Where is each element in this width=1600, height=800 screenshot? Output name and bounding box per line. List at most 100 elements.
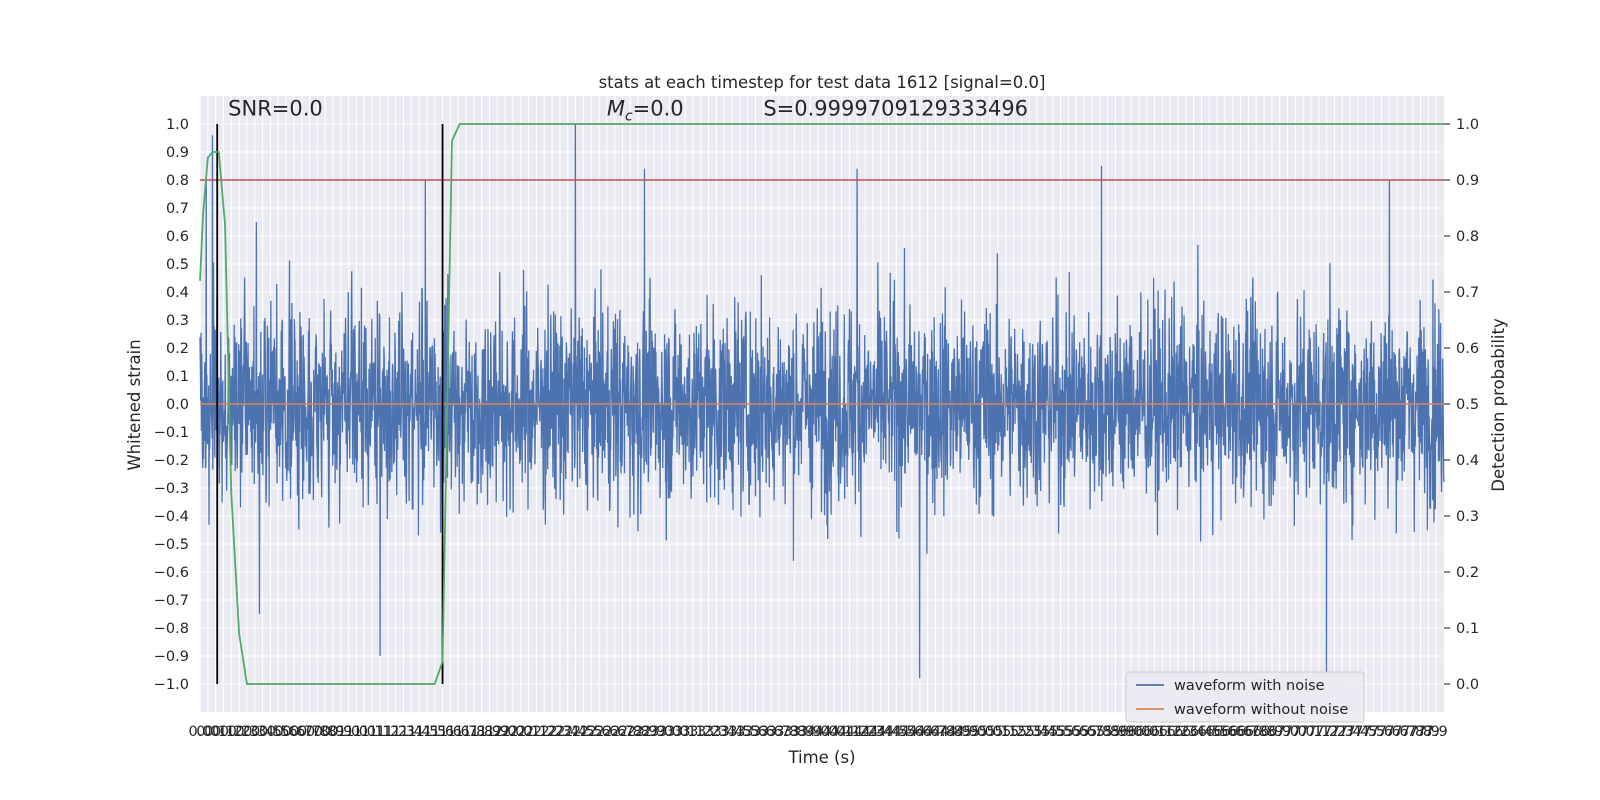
x-tick-label: 3.5 bbox=[728, 724, 751, 740]
x-tick-label: 2.1 bbox=[517, 724, 540, 740]
y-tick-label: −0.4 bbox=[154, 509, 189, 525]
lines-layer bbox=[199, 123, 1444, 685]
x-tick-label: 1.4 bbox=[408, 724, 431, 740]
x-tick-label: 2.4 bbox=[564, 724, 587, 740]
x-tick-label: 1.1 bbox=[361, 724, 384, 740]
x-tick-label: 0.1 bbox=[204, 724, 227, 740]
x-tick-label: 7.6 bbox=[1378, 724, 1401, 740]
x-tick-label: 6.4 bbox=[1182, 724, 1205, 740]
x-tick-label: 5.5 bbox=[1049, 724, 1072, 740]
x-tick-label: 2.4 bbox=[556, 724, 579, 740]
x-tick-label: 4.6 bbox=[908, 724, 931, 740]
y-tick-label: 1.0 bbox=[166, 117, 189, 133]
x-tick-label: 3.4 bbox=[713, 724, 736, 740]
x-tick-label: 4.4 bbox=[869, 724, 892, 740]
y-right-tick-label: 0.2 bbox=[1456, 565, 1479, 581]
y-tick-label: 0.3 bbox=[166, 313, 189, 329]
x-tick-label: 1.6 bbox=[431, 724, 454, 740]
x-tick-label: 7.6 bbox=[1370, 724, 1393, 740]
legend: waveform with noise waveform without noi… bbox=[1125, 671, 1365, 723]
x-tick-label: 7.4 bbox=[1339, 724, 1362, 740]
y-tick-label: 0.6 bbox=[166, 229, 189, 245]
x-tick-label: 7.8 bbox=[1409, 724, 1432, 740]
y-right-tick-label: 0.4 bbox=[1456, 453, 1479, 469]
x-tick-label: 0.6 bbox=[275, 724, 298, 740]
x-tick-label: 1.3 bbox=[392, 724, 415, 740]
x-tick-label: 7.2 bbox=[1323, 724, 1346, 740]
x-tick-label: 3.1 bbox=[674, 724, 697, 740]
chart-title: stats at each timestep for test data 161… bbox=[599, 73, 1046, 92]
x-tick-label: 3.0 bbox=[650, 724, 673, 740]
x-tick-label: 4.8 bbox=[940, 724, 963, 740]
y-right-tick-label: 0.9 bbox=[1456, 173, 1479, 189]
x-tick-label: 7.3 bbox=[1331, 724, 1354, 740]
y-tick-label: −0.2 bbox=[154, 453, 189, 469]
x-tick-label: 1.0 bbox=[345, 724, 368, 740]
x-tick-label: 2.0 bbox=[494, 724, 517, 740]
x-tick-label: 2.9 bbox=[634, 724, 657, 740]
x-tick-label: 4.1 bbox=[830, 724, 853, 740]
x-tick-label: 0.8 bbox=[314, 724, 337, 740]
x-tick-label: 5.0 bbox=[963, 724, 986, 740]
x-tick-label: 4.9 bbox=[947, 724, 970, 740]
y-right-tick-label: 0.0 bbox=[1456, 677, 1479, 693]
annotation-layer: SNR=0.0 Mc=0.0 S=0.9999709129333496 bbox=[228, 97, 1028, 125]
x-tick-label: 7.0 bbox=[1292, 724, 1315, 740]
y-tick-label: −0.3 bbox=[154, 481, 189, 497]
x-tick-label: 1.2 bbox=[384, 724, 407, 740]
annotation-math-value: =0.0 bbox=[633, 97, 684, 121]
noise-waveform-layer bbox=[199, 123, 1445, 679]
ticks-layer: 0.00.00.10.10.20.20.30.30.40.50.50.60.60… bbox=[154, 117, 1479, 740]
x-axis-label: Time (s) bbox=[787, 748, 855, 767]
x-tick-label: 3.6 bbox=[744, 724, 767, 740]
x-tick-label: 7.2 bbox=[1315, 724, 1338, 740]
x-tick-label: 2.1 bbox=[525, 724, 548, 740]
y-tick-label: 0.5 bbox=[166, 257, 189, 273]
x-tick-label: 1.9 bbox=[478, 724, 501, 740]
x-tick-label: 3.2 bbox=[689, 724, 712, 740]
x-tick-label: 5.5 bbox=[1041, 724, 1064, 740]
x-tick-label: 2.2 bbox=[533, 724, 556, 740]
y-axis-label: Whitened strain bbox=[125, 339, 144, 470]
x-tick-label: 2.0 bbox=[509, 724, 532, 740]
x-tick-label: 6.4 bbox=[1190, 724, 1213, 740]
y-tick-label: −0.8 bbox=[154, 621, 189, 637]
x-tick-label: 7.1 bbox=[1299, 724, 1322, 740]
y-tick-label: 0.4 bbox=[166, 285, 189, 301]
x-tick-label: 5.1 bbox=[994, 724, 1017, 740]
y-tick-label: 0.9 bbox=[166, 145, 189, 161]
x-tick-label: 5.6 bbox=[1065, 724, 1088, 740]
x-tick-label: 1.8 bbox=[470, 724, 493, 740]
y-tick-label: −0.5 bbox=[154, 537, 189, 553]
x-tick-label: 6.3 bbox=[1174, 724, 1197, 740]
x-tick-label: 1.0 bbox=[353, 724, 376, 740]
x-tick-label: 3.6 bbox=[752, 724, 775, 740]
x-tick-label: 7.5 bbox=[1354, 724, 1377, 740]
x-tick-label: 5.0 bbox=[971, 724, 994, 740]
x-tick-label: 2.6 bbox=[595, 724, 618, 740]
x-tick-label: 2.0 bbox=[501, 724, 524, 740]
x-tick-label: 6.9 bbox=[1260, 724, 1283, 740]
x-tick-label: 1.6 bbox=[439, 724, 462, 740]
y-tick-label: 0.1 bbox=[166, 369, 189, 385]
x-tick-label: 7.1 bbox=[1307, 724, 1330, 740]
x-tick-label: 6.0 bbox=[1135, 724, 1158, 740]
x-tick-label: 3.6 bbox=[760, 724, 783, 740]
annotation-math-symbol: M bbox=[607, 97, 625, 121]
x-tick-label: 4.2 bbox=[846, 724, 869, 740]
x-tick-label: 6.1 bbox=[1143, 724, 1166, 740]
x-tick-label: 6.8 bbox=[1245, 724, 1268, 740]
x-tick-label: 6.6 bbox=[1229, 724, 1252, 740]
x-tick-label: 0.0 bbox=[196, 724, 219, 740]
x-tick-label: 3.9 bbox=[791, 724, 814, 740]
x-tick-label: 0.9 bbox=[329, 724, 352, 740]
y-right-tick-label: 0.8 bbox=[1456, 229, 1479, 245]
x-tick-label: 7.9 bbox=[1425, 724, 1448, 740]
x-tick-label: 5.2 bbox=[1002, 724, 1025, 740]
x-tick-label: 4.1 bbox=[838, 724, 861, 740]
x-tick-label: 5.1 bbox=[987, 724, 1010, 740]
y-tick-label: −1.0 bbox=[154, 677, 189, 693]
x-tick-label: 1.7 bbox=[454, 724, 477, 740]
y-tick-label: −0.1 bbox=[154, 425, 189, 441]
